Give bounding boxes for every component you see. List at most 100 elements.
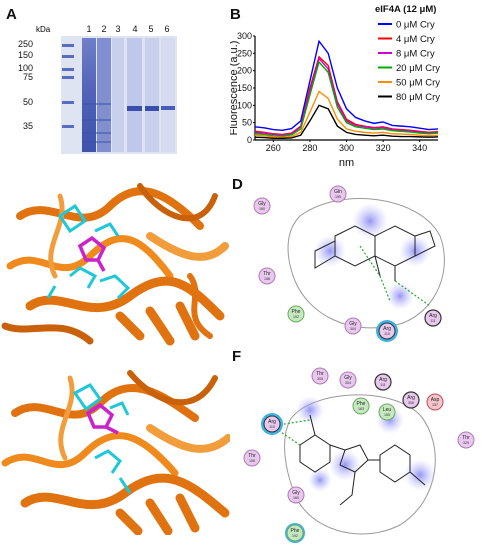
x-tick-280: 280: [302, 143, 317, 153]
panel-letter-d: D: [232, 176, 243, 193]
legend-entry-3: 20 μM Cry: [396, 63, 440, 74]
lane-5-bands: [145, 38, 159, 152]
residue-arg-111: Arg 111: [424, 309, 442, 327]
svg-text:111: 111: [430, 319, 435, 323]
svg-text:111: 111: [380, 383, 385, 387]
marker-35: 35: [23, 121, 33, 131]
series-line-2: [254, 57, 439, 136]
residue-arg-111: Arg 111: [374, 373, 392, 391]
marker-75: 75: [23, 72, 33, 82]
legend-title: eIF4A (12 μM): [375, 4, 436, 15]
svg-text:Gln: Gln: [334, 189, 342, 195]
y-tick-100: 100: [237, 100, 252, 110]
svg-text:Phe: Phe: [291, 528, 300, 534]
residue-thr-158: Thr 158: [258, 267, 276, 285]
y-tick-150: 150: [237, 83, 252, 93]
x-tick-320: 320: [376, 143, 391, 153]
svg-text:Arg: Arg: [429, 313, 437, 319]
svg-text:Leu: Leu: [383, 407, 392, 413]
x-tick-300: 300: [339, 143, 354, 153]
svg-text:Gly: Gly: [344, 375, 352, 381]
interaction-diagram-d: Gly 160 Gln 195 Thr 158 Phe 192 Gly 304 …: [253, 185, 445, 342]
marker-50: 50: [23, 97, 33, 107]
legend-entry-2: 8 μM Cry: [396, 49, 435, 60]
svg-text:Arg: Arg: [383, 326, 391, 332]
lane-2-bands: [97, 38, 111, 152]
x-tick-260: 260: [266, 143, 281, 153]
marker-100: 100: [18, 63, 33, 73]
interaction-diagram-f: Thr 305 Gly 304 Arg 110 Arg 111 Asp 157 …: [243, 367, 475, 543]
residue-arg-306: Arg 306: [402, 391, 420, 409]
residue-leu-155: Leu 155: [378, 403, 396, 421]
svg-text:Thr: Thr: [316, 371, 324, 377]
residue-gly-160: Gly 160: [253, 197, 271, 215]
svg-text:304: 304: [345, 381, 351, 385]
residue-thr-158: Thr 158: [243, 449, 261, 467]
svg-text:Gly: Gly: [292, 490, 300, 496]
residue-thr-305: Thr 305: [311, 367, 329, 385]
kda-label: kDa: [36, 25, 51, 34]
residue-arg-110: Arg 110: [376, 320, 398, 342]
series-line-0: [254, 39, 439, 131]
protein-structure-c: [0, 176, 230, 346]
panel-letter-b: B: [230, 6, 241, 23]
svg-text:157: 157: [432, 403, 438, 407]
svg-text:Gly: Gly: [349, 321, 357, 327]
lane-1-bands: [82, 38, 96, 152]
svg-text:Gly: Gly: [258, 201, 266, 207]
gel-image: kDa 250 150 100 75 50 35 1 2 3 4 5 6: [18, 24, 177, 154]
residue-gly-160: Gly 160: [287, 486, 305, 504]
legend-entry-1: 4 μM Cry: [396, 34, 435, 45]
lane-3-bands: [112, 38, 124, 152]
residues-d: Gly 160 Gln 195 Thr 158 Phe 192 Gly 304 …: [253, 185, 442, 342]
lane-6: 6: [164, 24, 169, 34]
residue-phe-192: Phe 192: [285, 523, 305, 543]
series-line-3: [254, 60, 439, 137]
svg-text:Thr: Thr: [248, 453, 256, 459]
svg-text:Phe: Phe: [292, 309, 301, 315]
lane-2: 2: [101, 24, 106, 34]
svg-text:195: 195: [335, 195, 341, 199]
svg-text:304: 304: [350, 327, 356, 331]
fluorescence-chart: 0 50 100 150 200 250 300 260 280 300 320 340 0 μM …: [230, 4, 440, 169]
svg-text:Arg: Arg: [407, 395, 415, 401]
marker-250: 250: [18, 39, 33, 49]
svg-text:Arg: Arg: [379, 377, 387, 383]
legend-entry-5: 80 μM Cry: [396, 92, 440, 103]
svg-text:192: 192: [293, 315, 299, 319]
svg-text:110: 110: [384, 332, 390, 336]
residue-gly-304: Gly 304: [339, 371, 357, 389]
panel-letter-a: A: [6, 6, 17, 23]
panel-letter-f: F: [232, 348, 242, 365]
svg-text:Phe: Phe: [357, 401, 366, 407]
svg-text:160: 160: [293, 496, 299, 500]
y-tick-300: 300: [237, 31, 252, 41]
svg-text:155: 155: [384, 413, 390, 417]
svg-text:163: 163: [358, 407, 364, 411]
y-tick-0: 0: [247, 135, 252, 145]
svg-text:Arg: Arg: [268, 419, 276, 425]
residue-phe-163: Phe 163: [352, 397, 370, 415]
svg-text:305: 305: [317, 377, 323, 381]
residue-thr-329: Thr 329: [457, 431, 475, 449]
x-tick-340: 340: [412, 143, 427, 153]
svg-text:306: 306: [408, 401, 414, 405]
svg-text:Thr: Thr: [462, 435, 470, 441]
lane-labels: 1 2 3 4 5 6: [86, 24, 169, 34]
residues-f: Thr 305 Gly 304 Arg 110 Arg 111 Asp 157 …: [243, 367, 475, 543]
series-line-4: [254, 90, 439, 138]
svg-text:Thr: Thr: [263, 271, 271, 277]
lane-4: 4: [132, 24, 137, 34]
legend-entry-0: 0 μM Cry: [396, 20, 435, 31]
svg-text:158: 158: [249, 459, 255, 463]
ladder-lane: [62, 44, 74, 128]
marker-150: 150: [18, 50, 33, 60]
series-line-5: [254, 104, 439, 139]
lane-3: 3: [115, 24, 120, 34]
svg-text:110: 110: [269, 425, 275, 429]
lane-1: 1: [86, 24, 91, 34]
residue-phe-192: Phe 192: [287, 305, 305, 323]
residue-gly-304: Gly 304: [344, 317, 362, 335]
lane-4-bands: [127, 38, 142, 152]
residue-gln-195: Gln 195: [329, 185, 347, 203]
